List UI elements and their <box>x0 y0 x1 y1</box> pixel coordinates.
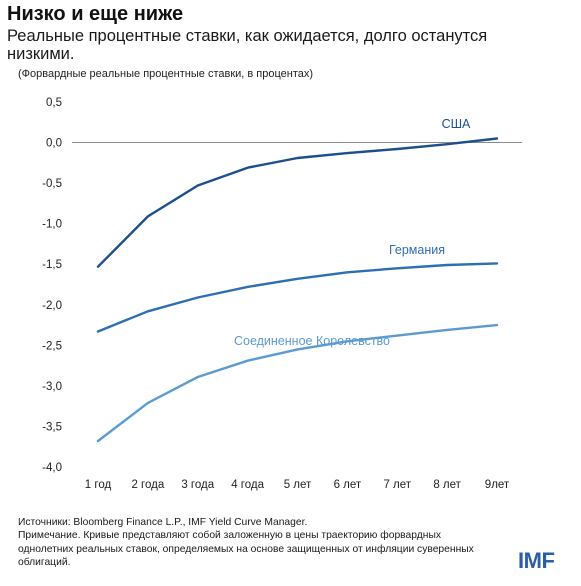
chart-title: Низко и еще ниже <box>7 3 184 25</box>
y-tick-label: -2,5 <box>42 340 62 352</box>
x-axis: 1 год 2 года 3 года 4 года 5 лет 6 лет 7 лет 8 … <box>85 479 510 491</box>
x-tick-label: 7 лет <box>383 479 411 491</box>
y-tick-label: 0,0 <box>46 138 62 150</box>
y-tick-label: -2,0 <box>42 300 62 312</box>
y-tick-label: -3,0 <box>42 381 62 393</box>
x-tick-label: 3 года <box>181 479 214 491</box>
series-line <box>96 262 499 333</box>
x-tick-label: 1 год <box>85 479 112 491</box>
y-axis: 0,5 0,0 -0,5 -1,0 -1,5 -2,0 -2,5 -3,0 -3,5 -4,0 <box>42 97 522 474</box>
series-lines <box>96 137 499 443</box>
x-tick-label: 6 лет <box>334 479 362 491</box>
x-tick-label: 4 года <box>231 479 264 491</box>
units-note: (Форвардные реальные процентные ставки, … <box>18 68 314 80</box>
y-tick-label: -1,0 <box>42 219 62 231</box>
series-label: США <box>442 117 471 131</box>
x-tick-label: 5 лет <box>284 479 312 491</box>
x-tick-label: 9лет <box>485 479 510 491</box>
x-tick-label: 2 года <box>131 479 164 491</box>
series-label: Германия <box>389 243 445 257</box>
imf-logo: IMF <box>518 548 555 573</box>
series-line <box>96 137 499 268</box>
y-tick-label: -1,5 <box>42 259 62 271</box>
footnote: Примечание. Кривые представляют собой за… <box>18 530 474 569</box>
chart-notes: Источники: Bloomberg Finance L.P., IMF Y… <box>18 516 498 570</box>
y-tick-label: 0,5 <box>46 97 62 109</box>
series-label: Соединенное Королевство <box>234 334 390 348</box>
y-tick-label: -0,5 <box>42 178 62 190</box>
line-chart: 0,5 0,0 -0,5 -1,0 -1,5 -2,0 -2,5 -3,0 -3,5 -4,0 1… <box>42 97 522 491</box>
x-tick-label: 8 лет <box>433 479 461 491</box>
series-labels: США Германия Соединенное Королевство <box>234 117 471 348</box>
series-line <box>96 323 499 443</box>
y-tick-label: -3,5 <box>42 421 62 433</box>
chart-subtitle: Реальные процентные ставки, как ожидаетс… <box>7 27 488 63</box>
y-tick-label: -4,0 <box>42 462 62 474</box>
source-note: Источники: Bloomberg Finance L.P., IMF Y… <box>18 517 308 528</box>
